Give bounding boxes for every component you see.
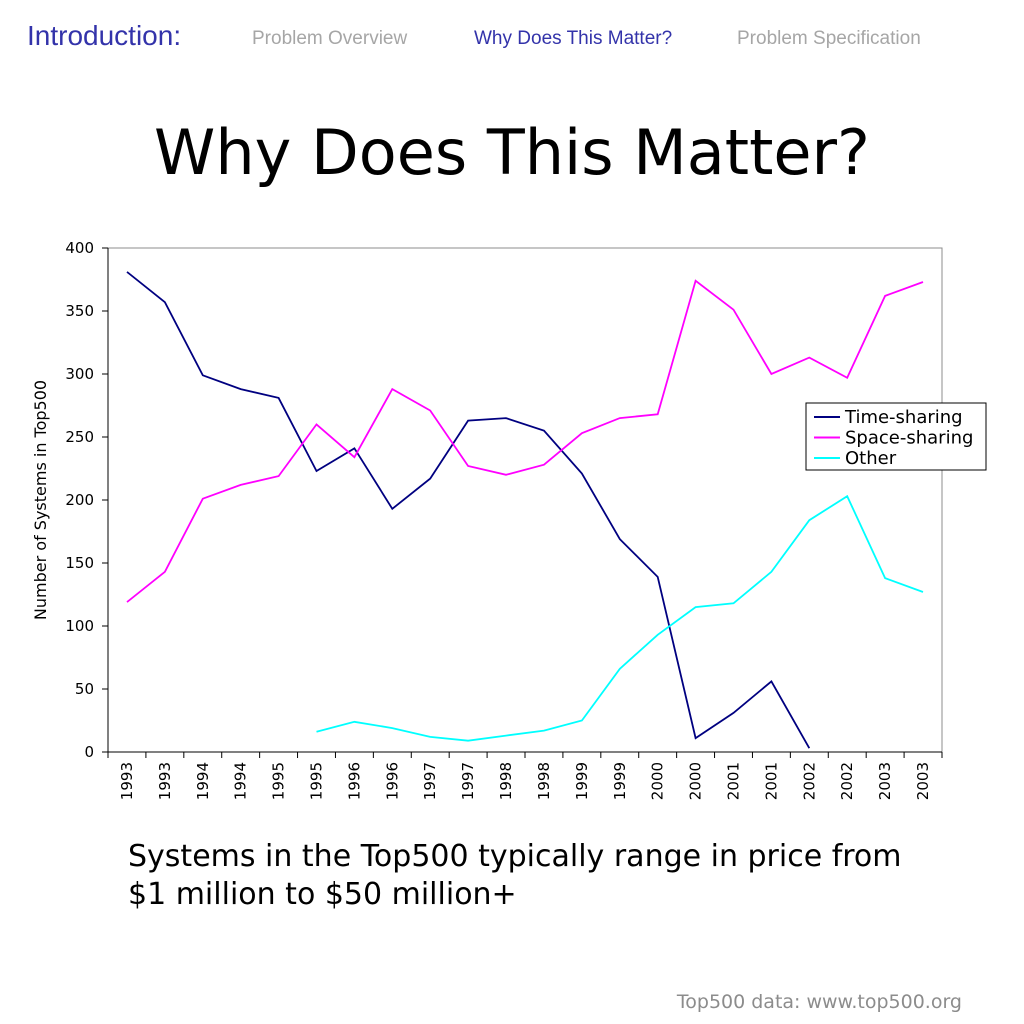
x-tick-label: 1999: [573, 762, 591, 800]
x-tick-label: 1996: [345, 762, 363, 800]
x-tick-label: 2001: [725, 762, 743, 800]
section-title: Introduction:: [27, 20, 182, 51]
caption: Systems in the Top500 typically range in…: [128, 838, 948, 914]
y-tick-label: 50: [75, 680, 94, 698]
series-line-space-sharing: [126, 279, 924, 603]
plot-area: [107, 247, 943, 753]
y-tick-label: 0: [84, 743, 94, 761]
y-tick-label: 150: [65, 554, 94, 572]
x-tick-label: 2003: [876, 762, 894, 800]
x-tick-label: 2000: [649, 762, 667, 800]
y-tick-label: 400: [65, 239, 94, 257]
legend-label: Time-sharing: [844, 407, 963, 428]
x-tick-label: 1997: [421, 762, 439, 800]
nav-item-problem-overview[interactable]: Problem Overview: [252, 28, 408, 49]
y-tick-label: 300: [65, 365, 94, 383]
x-tick-label: 1997: [459, 762, 477, 800]
footer-source: Top500 data: www.top500.org: [676, 991, 962, 1013]
x-tick-label: 1993: [118, 762, 136, 800]
x-tick-label: 2002: [800, 762, 818, 800]
y-tick-label: 250: [65, 428, 94, 446]
y-tick-label: 200: [65, 491, 94, 509]
y-tick-label: 350: [65, 302, 94, 320]
y-tick-label: 100: [65, 617, 94, 635]
slide-title: Why Does This Matter?: [154, 116, 870, 189]
x-tick-label: 2001: [762, 762, 780, 800]
legend-label: Space-sharing: [845, 428, 973, 449]
x-tick-label: 1993: [156, 762, 174, 800]
x-tick-label: 1995: [308, 762, 326, 800]
x-tick-label: 2002: [838, 762, 856, 800]
caption-line-1: Systems in the Top500 typically range in…: [128, 839, 902, 874]
caption-line-2: $1 million to $50 million+: [128, 877, 517, 912]
nav-item-why-does-this-matter[interactable]: Why Does This Matter?: [474, 28, 673, 49]
nav-item-problem-specification[interactable]: Problem Specification: [737, 28, 921, 49]
series-line-other: [316, 494, 924, 742]
x-tick-label: 1998: [535, 762, 553, 800]
y-axis-label: Number of Systems in Top500: [31, 380, 50, 620]
top-nav: Introduction: Problem Overview Why Does …: [0, 18, 1024, 58]
x-tick-label: 1994: [194, 762, 212, 800]
series-line-time-sharing: [126, 271, 811, 749]
x-tick-label: 1999: [611, 762, 629, 800]
legend-label: Other: [845, 448, 897, 469]
x-tick-label: 1995: [270, 762, 288, 800]
x-tick-label: 1996: [383, 762, 401, 800]
x-tick-label: 1998: [497, 762, 515, 800]
x-tick-label: 2000: [687, 762, 705, 800]
x-tick-label: 1994: [232, 762, 250, 800]
x-tick-label: 2003: [914, 762, 932, 800]
